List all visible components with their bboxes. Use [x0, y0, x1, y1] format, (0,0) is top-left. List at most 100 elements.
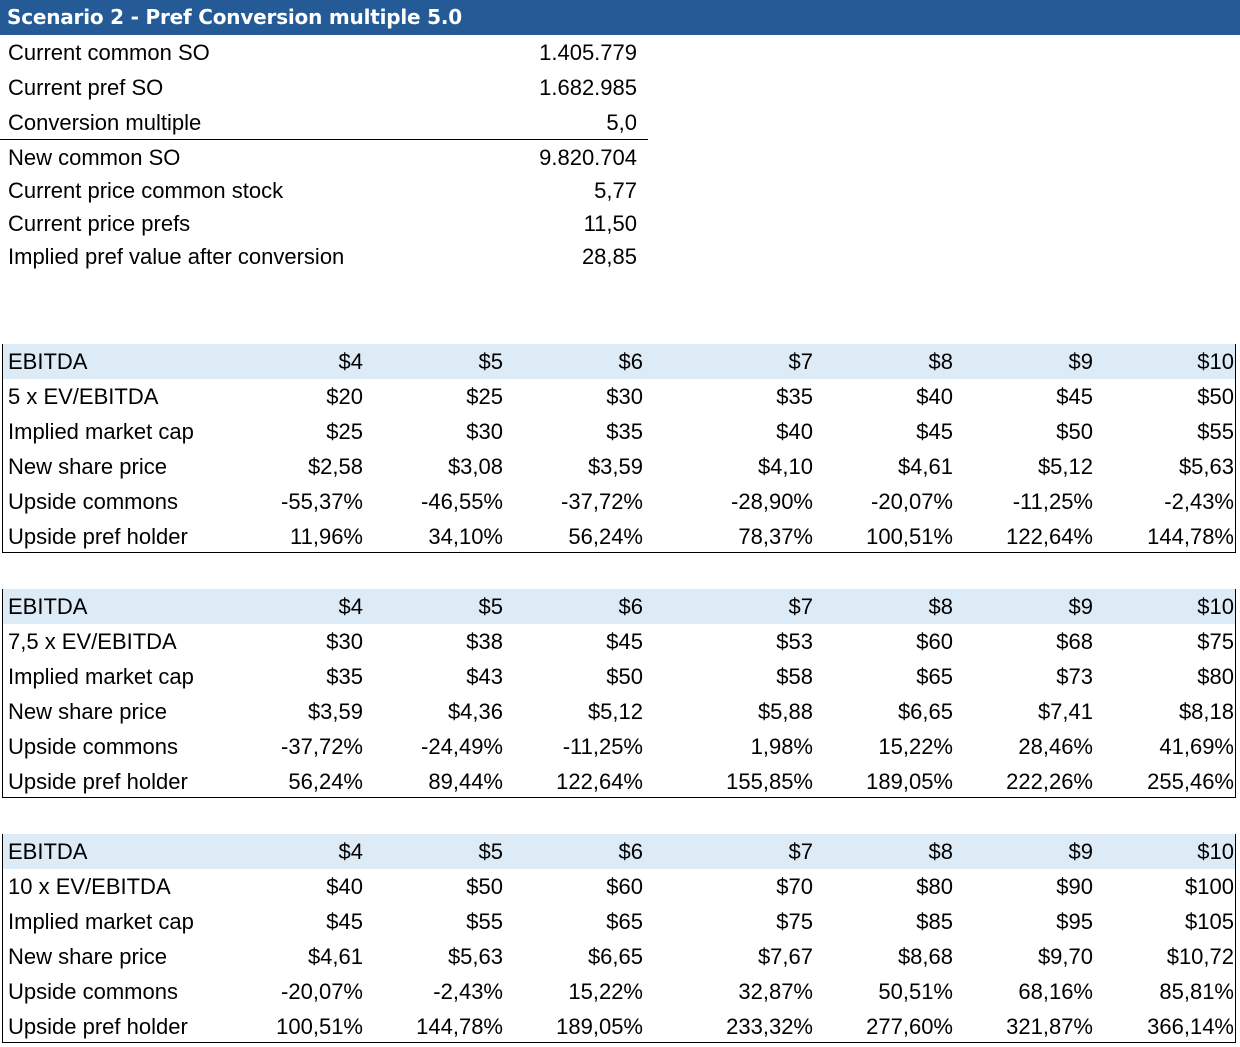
table-cell[interactable]: -37,72% [281, 734, 363, 759]
table-cell[interactable]: $4,61 [897, 454, 953, 479]
table-cell[interactable]: $8,18 [1178, 699, 1234, 724]
table-cell[interactable]: $35 [606, 419, 643, 444]
table-cell[interactable]: $9 [1068, 839, 1093, 864]
table-cell[interactable]: 50,51% [878, 979, 953, 1004]
table-cell[interactable]: $20 [326, 384, 363, 409]
table-cell[interactable]: $55 [1197, 419, 1234, 444]
table-cell[interactable]: $4 [338, 594, 363, 619]
table-cell[interactable]: 366,14% [1147, 1014, 1234, 1039]
table-cell[interactable]: $8 [928, 349, 953, 374]
table-cell[interactable]: $4 [338, 839, 363, 864]
table-cell[interactable]: $4,61 [307, 944, 363, 969]
table-cell[interactable]: $10 [1197, 349, 1234, 374]
table-cell[interactable]: $9 [1068, 594, 1093, 619]
table-cell[interactable]: $80 [916, 874, 953, 899]
table-cell[interactable]: $10 [1197, 839, 1234, 864]
table-cell[interactable]: 34,10% [428, 524, 503, 549]
table-cell[interactable]: $80 [1197, 664, 1234, 689]
table-cell[interactable]: $60 [916, 629, 953, 654]
table-cell[interactable]: $3,08 [447, 454, 503, 479]
table-cell[interactable]: $25 [466, 384, 503, 409]
summary-value[interactable]: 1.405.779 [539, 40, 637, 65]
table-cell[interactable]: $55 [466, 909, 503, 934]
table-cell[interactable]: 28,46% [1018, 734, 1093, 759]
table-cell[interactable]: $40 [326, 874, 363, 899]
table-cell[interactable]: $45 [1056, 384, 1093, 409]
table-cell[interactable]: 144,78% [416, 1014, 503, 1039]
summary-value[interactable]: 5,0 [606, 110, 637, 135]
table-cell[interactable]: $4 [338, 349, 363, 374]
table-cell[interactable]: $6 [618, 839, 643, 864]
table-cell[interactable]: $50 [606, 664, 643, 689]
table-cell[interactable]: -46,55% [421, 489, 503, 514]
table-cell[interactable]: $8 [928, 839, 953, 864]
table-cell[interactable]: $5,12 [1037, 454, 1093, 479]
table-cell[interactable]: -28,90% [731, 489, 813, 514]
table-cell[interactable]: $7,41 [1037, 699, 1093, 724]
table-cell[interactable]: $65 [606, 909, 643, 934]
table-cell[interactable]: $7 [788, 594, 813, 619]
table-cell[interactable]: $75 [1197, 629, 1234, 654]
table-cell[interactable]: 89,44% [428, 769, 503, 794]
table-cell[interactable]: -55,37% [281, 489, 363, 514]
table-cell[interactable]: 1,98% [750, 734, 813, 759]
table-cell[interactable]: $5 [478, 594, 503, 619]
table-cell[interactable]: $30 [466, 419, 503, 444]
table-cell[interactable]: $68 [1056, 629, 1093, 654]
table-cell[interactable]: 100,51% [276, 1014, 363, 1039]
table-cell[interactable]: -11,25% [1012, 489, 1093, 514]
table-cell[interactable]: 222,26% [1006, 769, 1093, 794]
table-cell[interactable]: $90 [1056, 874, 1093, 899]
table-cell[interactable]: $38 [466, 629, 503, 654]
table-cell[interactable]: -20,07% [871, 489, 953, 514]
table-cell[interactable]: 155,85% [726, 769, 813, 794]
table-cell[interactable]: $5,12 [587, 699, 643, 724]
summary-value[interactable]: 9.820.704 [539, 145, 637, 170]
table-cell[interactable]: $7 [788, 839, 813, 864]
table-cell[interactable]: $50 [466, 874, 503, 899]
table-cell[interactable]: 277,60% [866, 1014, 953, 1039]
table-cell[interactable]: $60 [606, 874, 643, 899]
table-cell[interactable]: 122,64% [1006, 524, 1093, 549]
summary-value[interactable]: 5,77 [594, 178, 637, 203]
summary-value[interactable]: 11,50 [583, 211, 637, 236]
summary-value[interactable]: 28,85 [581, 244, 637, 269]
table-cell[interactable]: $2,58 [307, 454, 363, 479]
table-cell[interactable]: 15,22% [878, 734, 953, 759]
table-cell[interactable]: $5,88 [757, 699, 813, 724]
table-cell[interactable]: 233,32% [726, 1014, 813, 1039]
table-cell[interactable]: -20,07% [281, 979, 363, 1004]
table-cell[interactable]: $6,65 [897, 699, 953, 724]
table-cell[interactable]: 255,46% [1147, 769, 1234, 794]
table-cell[interactable]: $50 [1056, 419, 1093, 444]
table-cell[interactable]: $8,68 [897, 944, 953, 969]
table-cell[interactable]: -24,49% [421, 734, 503, 759]
table-cell[interactable]: $3,59 [307, 699, 363, 724]
table-cell[interactable]: $40 [776, 419, 813, 444]
table-cell[interactable]: $53 [776, 629, 813, 654]
table-cell[interactable]: $35 [776, 384, 813, 409]
table-cell[interactable]: $6 [618, 594, 643, 619]
table-cell[interactable]: $25 [326, 419, 363, 444]
table-cell[interactable]: $8 [928, 594, 953, 619]
table-cell[interactable]: -2,43% [433, 979, 503, 1004]
table-cell[interactable]: $85 [916, 909, 953, 934]
table-cell[interactable]: $95 [1056, 909, 1093, 934]
table-cell[interactable]: $30 [326, 629, 363, 654]
table-cell[interactable]: $6,65 [587, 944, 643, 969]
table-cell[interactable]: 56,24% [288, 769, 363, 794]
table-cell[interactable]: $45 [326, 909, 363, 934]
table-cell[interactable]: $3,59 [587, 454, 643, 479]
table-cell[interactable]: $10 [1197, 594, 1234, 619]
table-cell[interactable]: 189,05% [866, 769, 953, 794]
table-cell[interactable]: $4,10 [757, 454, 813, 479]
table-cell[interactable]: 85,81% [1159, 979, 1234, 1004]
table-cell[interactable]: $45 [916, 419, 953, 444]
table-cell[interactable]: 15,22% [568, 979, 643, 1004]
table-cell[interactable]: 122,64% [556, 769, 643, 794]
table-cell[interactable]: $50 [1197, 384, 1234, 409]
table-cell[interactable]: $9,70 [1037, 944, 1093, 969]
table-cell[interactable]: 41,69% [1159, 734, 1234, 759]
table-cell[interactable]: 78,37% [738, 524, 813, 549]
table-cell[interactable]: $10,72 [1166, 944, 1234, 969]
